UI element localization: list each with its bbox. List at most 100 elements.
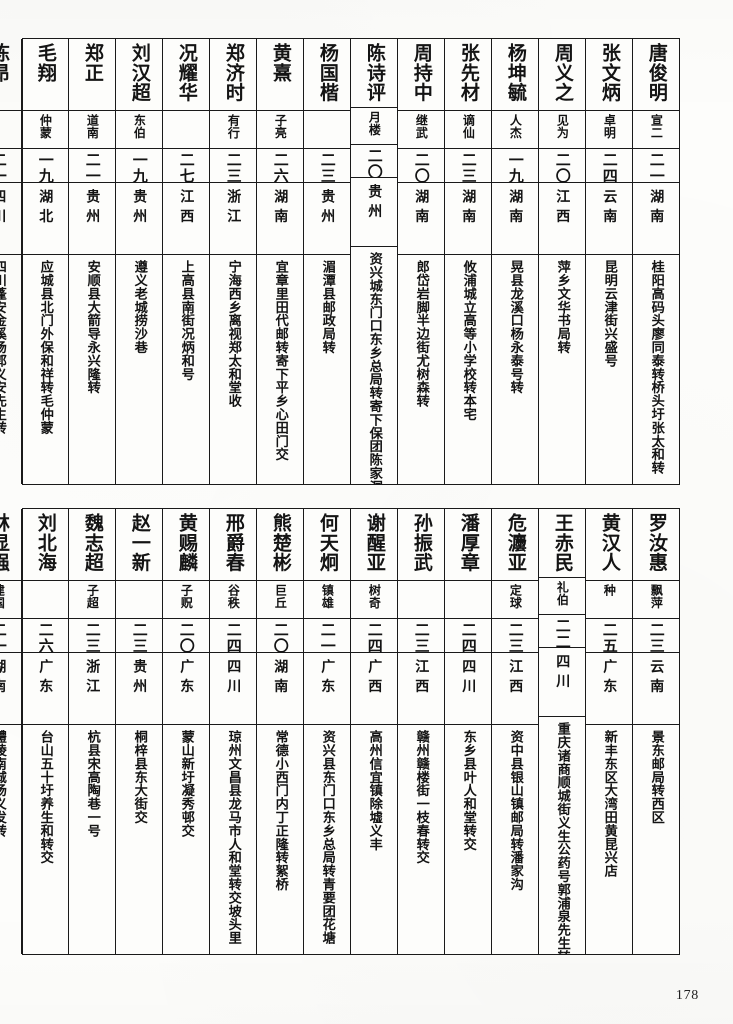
- roster-entry-column: 唐俊明 宣二 二一 湖南 桂阳高码头廖同泰转桥头圩张太和转: [632, 39, 679, 484]
- cell-name: 熊楚彬: [257, 509, 303, 581]
- address-text: 攸浦城立高等小学校转本宅: [460, 260, 476, 421]
- cell-age: 二〇: [163, 619, 209, 653]
- age-text: 二五: [600, 622, 619, 653]
- origin-text: 贵州: [131, 189, 148, 229]
- cell-address: 安顺县大箭导永兴隆转: [69, 255, 115, 484]
- cell-name: 周持中: [398, 39, 444, 111]
- cell-name: 危灋亚: [492, 509, 538, 581]
- cell-name: 毛翔: [22, 39, 68, 111]
- cell-origin: 四川: [0, 183, 21, 255]
- age-text: 二〇: [365, 147, 384, 178]
- cell-age: 二七: [163, 149, 209, 183]
- address-text: 资中县银山镇邮局转潘家沟: [507, 730, 523, 891]
- alias-text: 继武: [414, 114, 429, 139]
- name-text: 魏志超: [81, 513, 104, 572]
- cell-address: 遵义老城捞沙巷: [116, 255, 162, 484]
- alias-text: 子贶: [179, 584, 194, 609]
- cell-alias: 月楼: [351, 108, 397, 145]
- cell-origin: 云南: [633, 653, 679, 725]
- age-text: 二一: [318, 622, 337, 653]
- origin-text: 云南: [648, 659, 665, 699]
- cell-age: 一九: [116, 149, 162, 183]
- cell-name: 黄熹: [257, 39, 303, 111]
- cell-origin: 贵州: [116, 183, 162, 255]
- roster-entry-column: 张文炳 卓明 二四 云南 昆明云津街兴盛号: [585, 39, 632, 484]
- alias-text: 礼伯: [555, 581, 570, 606]
- origin-text: 湖南: [272, 189, 289, 229]
- address-text: 蒙山新圩凝秀邨交: [178, 730, 194, 838]
- address-text: 桂阳高码头廖同泰转桥头圩张太和转: [648, 260, 664, 475]
- cell-address: 萍乡文华书局转: [539, 255, 585, 484]
- roster-entry-column: 何天炯 镇雄 二一 广东 资兴县东门口东乡总局转青要团花塘: [303, 509, 350, 954]
- age-text: 二〇: [271, 622, 290, 653]
- alias-text: 子超: [85, 584, 100, 609]
- alias-text: 镇雄: [320, 584, 335, 609]
- origin-text: 江西: [554, 189, 571, 229]
- origin-text: 广东: [37, 659, 54, 699]
- cell-address: 蒙山新圩凝秀邨交: [163, 725, 209, 954]
- origin-text: 四川: [554, 653, 571, 694]
- cell-address: 资兴城东门口东乡总局转寄下保团陈家洞: [351, 247, 397, 484]
- cell-alias: 道南: [69, 111, 115, 149]
- cell-name: 潘厚章: [445, 509, 491, 581]
- roster-entry-column: 罗汝惠 飘萍 二三 云南 景东邮局转西区: [632, 509, 679, 954]
- age-text: 二一: [83, 152, 102, 183]
- age-text: 二三: [83, 622, 102, 653]
- cell-name: 张文炳: [586, 39, 632, 111]
- name-text: 何天炯: [316, 513, 339, 572]
- alias-text: 人杰: [508, 114, 523, 139]
- address-text: 资兴城东门口东乡总局转寄下保团陈家洞: [366, 252, 382, 485]
- cell-address: 桂阳高码头廖同泰转桥头圩张太和转: [633, 255, 679, 484]
- age-text: 二三: [318, 152, 337, 183]
- address-text: 桐梓县东大街交: [131, 730, 147, 824]
- cell-address: 赣州赣楼街一枝春转交: [398, 725, 444, 954]
- cell-origin: 湖南: [633, 183, 679, 255]
- roster-entry-column: 周持中 继武 二〇 湖南 郎岱岩脚半边街尤树森转: [397, 39, 444, 484]
- origin-text: 湖南: [0, 659, 7, 699]
- name-text: 陈诗评: [363, 43, 386, 102]
- cell-alias: 东伯: [116, 111, 162, 149]
- age-text: 一九: [506, 152, 525, 183]
- origin-text: 四川: [225, 659, 242, 699]
- origin-text: 江西: [178, 189, 195, 229]
- origin-text: 江西: [507, 659, 524, 699]
- cell-name: 谢醒亚: [351, 509, 397, 581]
- cell-origin: 浙江: [69, 653, 115, 725]
- origin-text: 广东: [178, 659, 195, 699]
- cell-age: 二三: [116, 619, 162, 653]
- roster-entry-column: 陈昂 二一 四川 四川蓬安金溪场郭义安先生转: [0, 39, 21, 484]
- cell-age: 二一: [69, 149, 115, 183]
- roster-entry-column: 潘厚章 二四 四川 东乡县叶人和堂转交: [444, 509, 491, 954]
- age-text: 二三: [647, 622, 666, 653]
- cell-address: 东乡县叶人和堂转交: [445, 725, 491, 954]
- roster-entry-column: 杨国楷 二三 贵州 湄潭县邮政局转: [303, 39, 350, 484]
- age-text: 二一: [0, 152, 8, 183]
- origin-text: 湖南: [272, 659, 289, 699]
- cell-origin: 湖北: [22, 183, 68, 255]
- cell-age: 二三: [69, 619, 115, 653]
- name-text: 熊楚彬: [269, 513, 292, 572]
- cell-name: 魏志超: [69, 509, 115, 581]
- cell-alias: 宣二: [633, 111, 679, 149]
- cell-name: 况耀华: [163, 39, 209, 111]
- cell-alias: [0, 111, 21, 149]
- address-text: 高州信宜镇除墟义丰: [366, 730, 382, 851]
- cell-age: 一九: [492, 149, 538, 183]
- roster-entry-column: 郑正 道南 二一 贵州 安顺县大箭导永兴隆转: [68, 39, 115, 484]
- alias-text: 巨丘: [273, 584, 288, 609]
- alias-text: 宣二: [649, 114, 664, 139]
- name-text: 邢爵春: [222, 513, 245, 572]
- cell-age: 二一: [633, 149, 679, 183]
- origin-text: 广东: [601, 659, 618, 699]
- address-text: 琼州文昌县龙马市人和堂转交坡头里: [225, 730, 241, 945]
- name-text: 林显强: [0, 513, 10, 572]
- name-text: 王赤民: [551, 513, 574, 572]
- name-text: 张文炳: [598, 43, 621, 102]
- age-text: 二〇: [553, 152, 572, 183]
- cell-age: 二三: [492, 619, 538, 653]
- cell-name: 林显强: [0, 509, 21, 581]
- roster-entry-column: 周义之 见为 二〇 江西 萍乡文华书局转: [538, 39, 585, 484]
- cell-alias: 谷秩: [210, 581, 256, 619]
- cell-alias: 卓明: [586, 111, 632, 149]
- cell-origin: 贵州: [304, 183, 350, 255]
